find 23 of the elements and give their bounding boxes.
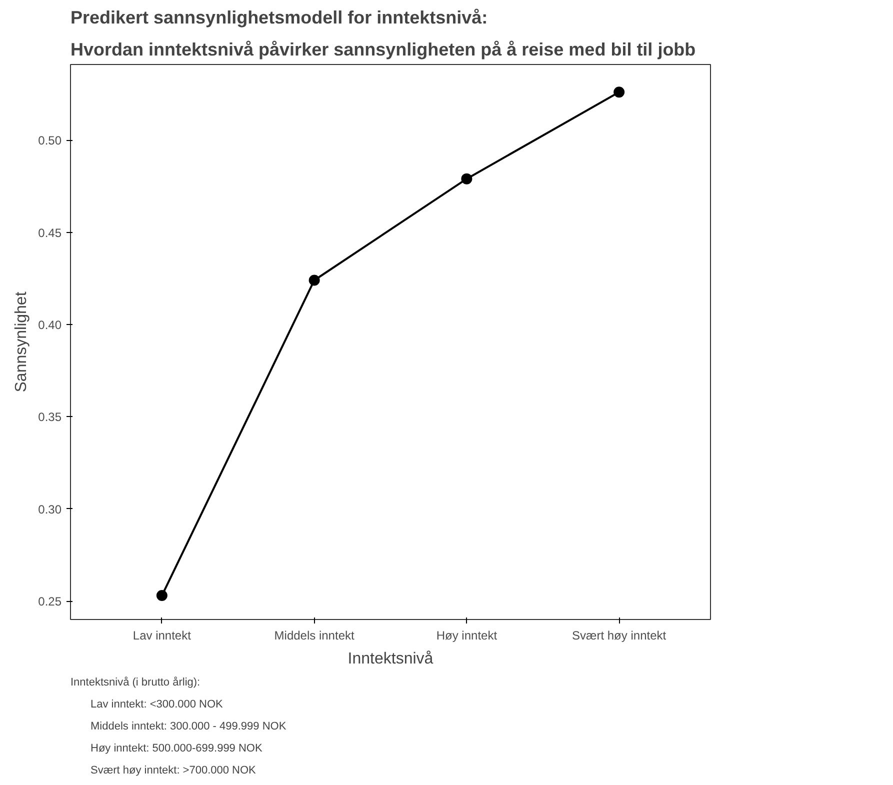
chart-subtitle: Hvordan inntektsnivå påvirker sannsynligheten på å reise med bil til jobb <box>70 40 696 60</box>
text: Middels inntekt: 300.000 - 499.999 NOK <box>90 720 287 732</box>
point <box>461 173 472 184</box>
chart-title: Predikert sannsynlighetsmodell for inntektsnivå: <box>70 8 488 28</box>
text: Lav inntekt: <300.000 NOK <box>90 698 224 710</box>
y-tick-label: 0.35 <box>38 410 62 424</box>
x-tick-label: Middels inntekt <box>274 628 355 642</box>
text: Høy inntekt: 500.000-699.999 NOK <box>90 742 263 754</box>
x-tick-label: Høy inntekt <box>436 628 498 642</box>
x-tick-label: Svært høy inntekt <box>572 628 667 642</box>
y-tick-label: 0.45 <box>38 226 62 240</box>
point <box>308 274 320 286</box>
y-tick-label: 0.25 <box>38 594 62 609</box>
text: Inntektsnivå (i brutto årlig): <box>70 676 200 688</box>
y-axis-title: Sannsynlighet <box>13 291 30 392</box>
point <box>614 86 625 98</box>
text: Svært høy inntekt: >700.000 NOK <box>90 764 257 776</box>
point <box>156 590 168 602</box>
x-axis-title: Inntektsnivå <box>348 650 434 668</box>
y-tick-label: 0.50 <box>38 134 62 148</box>
y-tick-label: 0.40 <box>38 318 62 332</box>
y-tick-label: 0.30 <box>38 502 62 516</box>
x-tick-label: Lav inntekt <box>132 628 192 642</box>
